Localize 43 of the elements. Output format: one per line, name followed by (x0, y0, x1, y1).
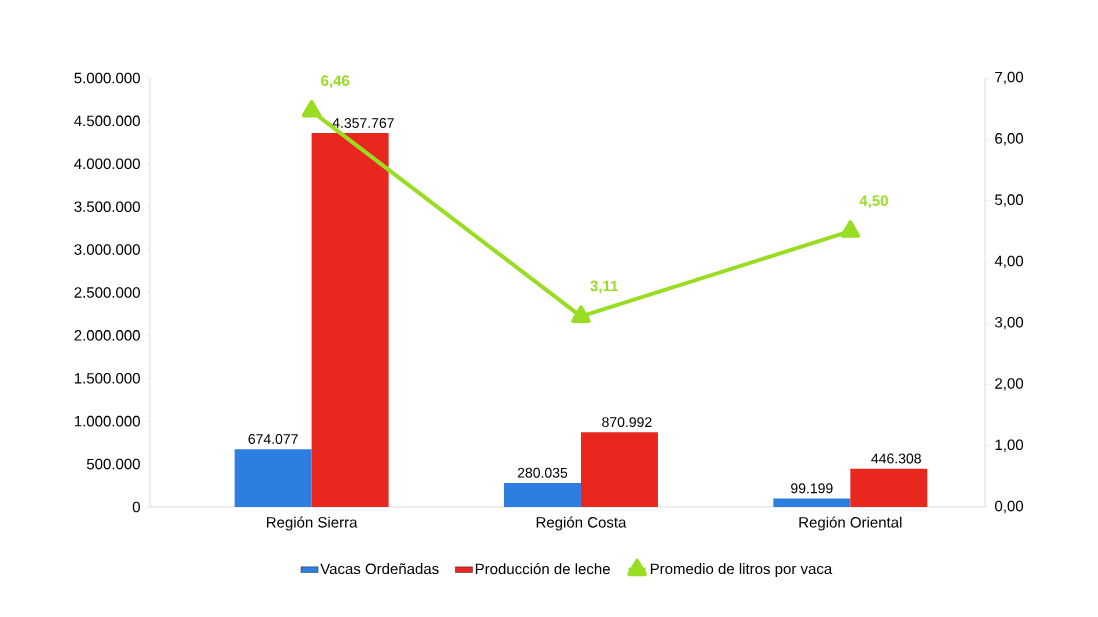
y2-tick-label: 4,00 (994, 255, 1024, 269)
data-label: 870.992 (602, 417, 652, 428)
bar (850, 468, 928, 507)
data-label: 4,50 (859, 195, 888, 209)
y2-tick-label: 7,00 (995, 71, 1024, 85)
y-tick-label: 1.000.000 (74, 415, 140, 427)
point (301, 100, 322, 118)
y2-tick-label: 6,00 (995, 133, 1024, 146)
y-tick-label: 3.500.000 (74, 201, 140, 212)
data-label: 6,46 (321, 75, 350, 89)
y2-tick-label: 2,00 (995, 378, 1024, 391)
y2-tick-label: 5,00 (995, 194, 1024, 207)
y-tick-label: 0 (132, 501, 140, 513)
y-tick-label: 2.000.000 (74, 330, 140, 341)
x-tick-label: Región Sierra (266, 516, 358, 531)
legend-label: Producción de leche (475, 563, 610, 575)
y-tick-label: 3.000.000 (74, 244, 140, 255)
data-label: 446.308 (871, 453, 921, 464)
x-tick-label: Región Oriental (799, 516, 902, 531)
y2-tick-label: 3,00 (995, 316, 1024, 330)
legend-label: Promedio de litros por vaca (650, 563, 833, 578)
y-tick-label: 4.000.000 (74, 158, 140, 170)
point (571, 305, 591, 323)
y-tick-label: 500.000 (86, 458, 140, 470)
bar (311, 133, 389, 507)
data-label: 3,11 (590, 280, 618, 294)
y-tick-label: 4.500.000 (74, 115, 140, 127)
y2-tick-label: 0,00 (995, 500, 1024, 514)
y-tick-label: 2.500.000 (74, 287, 140, 298)
legend-label: Vacas Ordeñadas (320, 563, 439, 575)
data-label: 4.357.767 (332, 117, 394, 128)
data-label: 280.035 (517, 467, 568, 478)
data-label: 99.199 (791, 483, 833, 494)
bar (234, 449, 312, 507)
y-tick-label: 1.500.000 (74, 372, 140, 384)
y-tick-label: 5.000.000 (74, 72, 140, 84)
bar (773, 498, 851, 507)
bar (503, 482, 581, 507)
data-label: 674.077 (248, 434, 298, 444)
point (840, 220, 861, 238)
bar (580, 432, 658, 507)
x-tick-label: Región Costa (536, 516, 627, 531)
y2-tick-label: 1,00 (995, 439, 1024, 452)
